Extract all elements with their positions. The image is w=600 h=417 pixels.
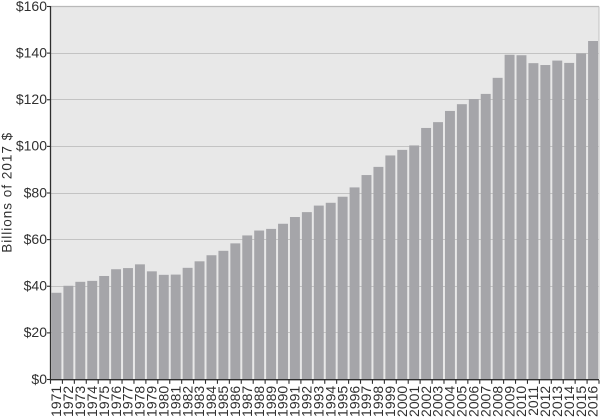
svg-text:1992: 1992 — [299, 386, 315, 417]
svg-text:1976: 1976 — [108, 386, 124, 417]
svg-text:1995: 1995 — [334, 386, 350, 417]
svg-text:1972: 1972 — [60, 386, 76, 417]
svg-text:1980: 1980 — [155, 386, 171, 417]
svg-text:1996: 1996 — [346, 386, 362, 417]
svg-text:$20: $20 — [24, 324, 48, 340]
svg-text:1993: 1993 — [310, 386, 326, 417]
svg-text:1997: 1997 — [358, 386, 374, 417]
svg-text:2001: 2001 — [406, 386, 422, 417]
svg-text:1974: 1974 — [84, 386, 100, 417]
svg-text:1985: 1985 — [215, 386, 231, 417]
svg-text:$140: $140 — [16, 44, 47, 60]
svg-text:1994: 1994 — [322, 386, 338, 417]
svg-text:1981: 1981 — [167, 386, 183, 417]
svg-text:2015: 2015 — [573, 386, 589, 417]
svg-text:2012: 2012 — [537, 386, 553, 417]
svg-text:1982: 1982 — [179, 386, 195, 417]
svg-text:2011: 2011 — [525, 386, 541, 416]
svg-text:1991: 1991 — [287, 386, 303, 417]
svg-text:$100: $100 — [16, 138, 47, 154]
svg-text:1973: 1973 — [72, 386, 88, 417]
svg-text:1975: 1975 — [96, 386, 112, 417]
svg-text:2009: 2009 — [501, 386, 517, 417]
svg-text:2007: 2007 — [477, 386, 493, 417]
svg-text:1999: 1999 — [382, 386, 398, 417]
svg-text:1988: 1988 — [251, 386, 267, 417]
svg-text:$40: $40 — [24, 278, 48, 294]
svg-text:2016: 2016 — [585, 386, 600, 417]
svg-text:$0: $0 — [31, 371, 47, 387]
svg-text:1977: 1977 — [120, 386, 136, 417]
svg-text:2010: 2010 — [513, 386, 529, 417]
svg-text:1987: 1987 — [239, 386, 255, 417]
svg-text:2000: 2000 — [394, 386, 410, 417]
svg-text:2002: 2002 — [418, 386, 434, 417]
svg-text:2014: 2014 — [561, 386, 577, 417]
svg-text:2005: 2005 — [454, 386, 470, 417]
svg-text:1978: 1978 — [132, 386, 148, 417]
svg-text:1984: 1984 — [203, 386, 219, 417]
svg-text:2004: 2004 — [442, 386, 458, 417]
svg-text:1971: 1971 — [48, 386, 64, 417]
svg-text:2013: 2013 — [549, 386, 565, 417]
svg-text:1983: 1983 — [191, 386, 207, 417]
svg-text:Billions of 2017 $: Billions of 2017 $ — [0, 132, 14, 253]
svg-text:1979: 1979 — [144, 386, 160, 417]
svg-text:2008: 2008 — [489, 386, 505, 417]
svg-text:1998: 1998 — [370, 386, 386, 417]
svg-text:$160: $160 — [16, 0, 47, 14]
svg-text:$120: $120 — [16, 91, 47, 107]
svg-text:2006: 2006 — [466, 386, 482, 417]
svg-text:1989: 1989 — [263, 386, 279, 417]
svg-text:$80: $80 — [24, 184, 48, 200]
svg-text:2003: 2003 — [430, 386, 446, 417]
svg-text:1986: 1986 — [227, 386, 243, 417]
svg-text:$60: $60 — [24, 231, 48, 247]
svg-text:1990: 1990 — [275, 386, 291, 417]
